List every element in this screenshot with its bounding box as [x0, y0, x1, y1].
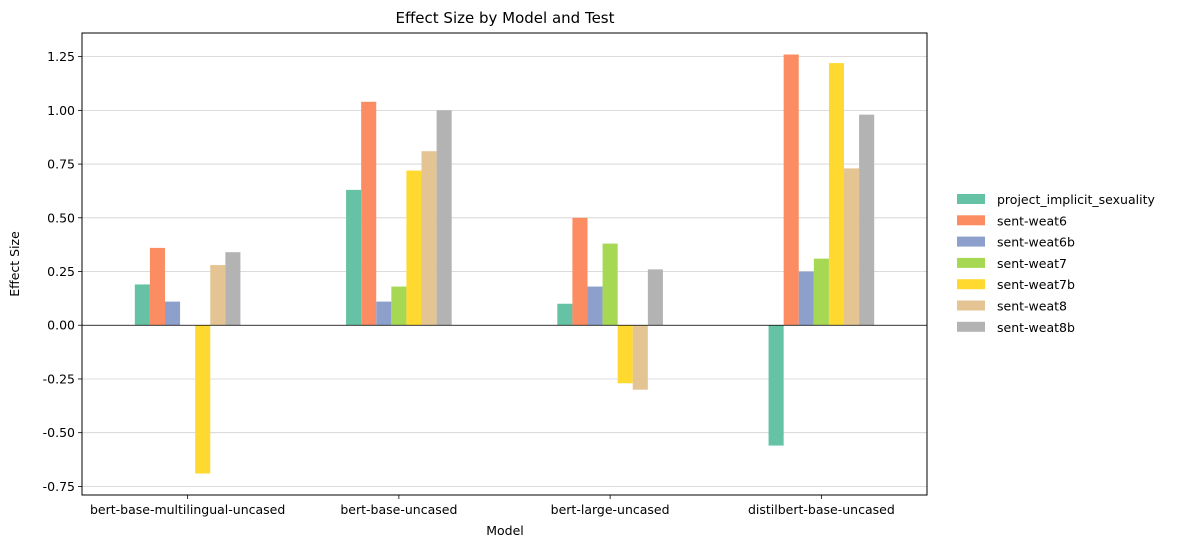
legend-swatch [957, 194, 985, 204]
bar [421, 151, 437, 326]
bar [647, 269, 663, 326]
y-tick-label: 1.00 [47, 103, 75, 118]
legend-label: sent-weat6 [997, 213, 1067, 228]
bar [149, 247, 165, 326]
x-tick-label: bert-base-multilingual-uncased [90, 502, 285, 517]
legend-label: sent-weat7b [997, 277, 1075, 292]
bar [813, 258, 829, 326]
legend-label: project_implicit_sexuality [997, 192, 1155, 207]
bar [798, 271, 814, 326]
y-tick-label: 0.00 [47, 318, 75, 333]
x-axis-label: Model [486, 523, 524, 538]
legend-swatch [957, 236, 985, 247]
bar [783, 54, 799, 326]
bar [436, 110, 452, 326]
plot-frame [81, 32, 928, 496]
legend-swatch [957, 300, 985, 311]
bar [602, 243, 618, 326]
bar [406, 170, 422, 326]
bar [557, 303, 573, 326]
bar [632, 325, 648, 390]
bar [617, 325, 633, 384]
legend: project_implicit_sexuality sent-weat6 sent… [957, 192, 1155, 335]
bar [134, 284, 150, 326]
bar [828, 63, 845, 326]
bar [844, 168, 860, 326]
legend-label: sent-weat8b [997, 320, 1075, 335]
x-tick-label: distilbert-base-uncased [748, 502, 895, 517]
bar [587, 286, 603, 326]
legend-label: sent-weat7 [997, 256, 1067, 271]
legend-label: sent-weat6b [997, 235, 1075, 250]
bar [195, 325, 211, 474]
bar [164, 301, 181, 326]
y-tick-label: -0.50 [43, 425, 75, 440]
x-axis: bert-base-multilingual-uncased bert-base-… [90, 495, 895, 517]
bar [376, 301, 392, 326]
y-tick-label: 1.25 [47, 49, 75, 64]
y-tick-label: 0.25 [47, 264, 75, 279]
x-tick-label: bert-large-uncased [551, 502, 670, 517]
bar [391, 286, 407, 326]
legend-swatch [957, 321, 985, 332]
x-tick-label: bert-base-uncased [340, 502, 457, 517]
y-tick-label: 0.50 [47, 210, 75, 225]
bar [361, 101, 377, 326]
y-axis-label: Effect Size [7, 231, 22, 297]
y-tick-label: -0.75 [43, 479, 75, 494]
bar [210, 265, 226, 326]
y-axis: -0.75 -0.50 -0.25 0.00 0.25 0.50 0.75 1.00 1.25 [43, 49, 82, 494]
bar [768, 325, 784, 446]
bar [859, 114, 875, 326]
chart-title: Effect Size by Model and Test [396, 9, 615, 27]
legend-label: sent-weat8 [997, 299, 1067, 314]
y-tick-label: 0.75 [47, 157, 75, 172]
bar [225, 252, 241, 326]
y-tick-label: -0.25 [43, 371, 75, 386]
legend-swatch [957, 257, 985, 268]
legend-swatch [957, 279, 985, 290]
bar [572, 217, 588, 326]
bars [134, 54, 875, 474]
legend-swatch [957, 215, 985, 226]
bar [346, 189, 362, 326]
